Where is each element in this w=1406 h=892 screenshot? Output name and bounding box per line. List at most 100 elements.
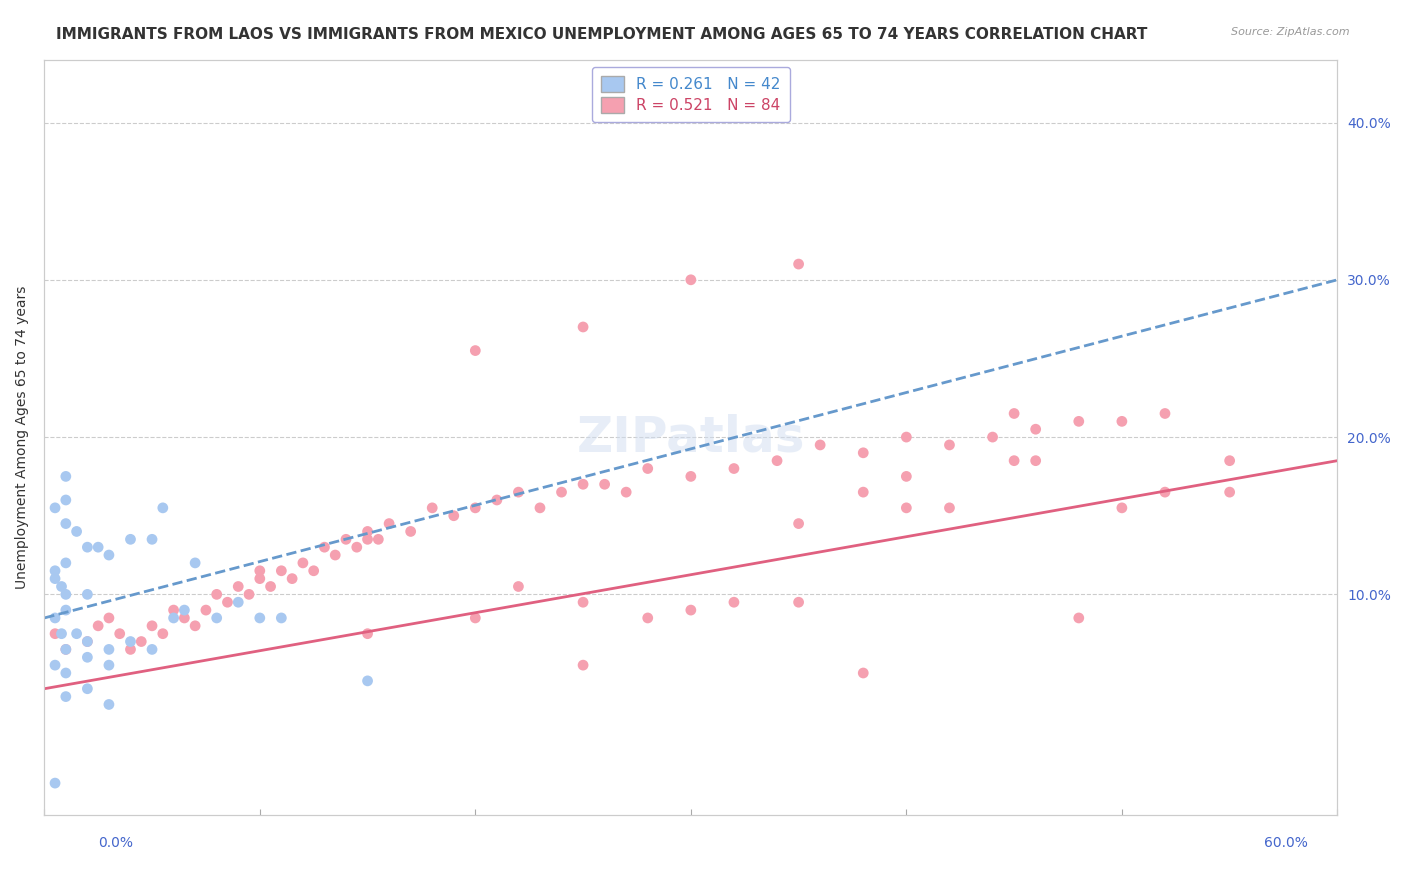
Point [356,524,378,539]
Point [87,540,110,554]
Point [44,564,66,578]
Point [356,533,378,547]
Point [120,533,142,547]
Point [981,430,1004,444]
Point [637,611,659,625]
Point [443,508,465,523]
Text: 60.0%: 60.0% [1264,837,1308,850]
Point [55,556,77,570]
Point [1154,407,1177,421]
Point [356,673,378,688]
Y-axis label: Unemployment Among Ages 65 to 74 years: Unemployment Among Ages 65 to 74 years [15,285,30,589]
Point [108,626,131,640]
Point [572,595,595,609]
Point [55,587,77,601]
Point [194,603,217,617]
Point [226,595,249,609]
Point [852,665,875,680]
Point [808,438,831,452]
Point [550,485,572,500]
Point [270,564,292,578]
Point [852,446,875,460]
Point [302,564,325,578]
Point [205,611,228,625]
Point [399,524,422,539]
Point [173,603,195,617]
Point [259,580,281,594]
Point [335,533,357,547]
Point [938,438,960,452]
Point [129,634,152,648]
Point [270,611,292,625]
Point [76,681,98,696]
Point [141,642,163,657]
Point [97,642,120,657]
Point [723,461,745,475]
Point [1111,500,1133,515]
Point [593,477,616,491]
Point [51,580,73,594]
Point [51,626,73,640]
Point [314,540,336,554]
Point [723,595,745,609]
Point [572,477,595,491]
Point [787,257,810,271]
Point [55,665,77,680]
Point [162,611,184,625]
Point [508,485,530,500]
Point [76,587,98,601]
Point [1067,611,1090,625]
Point [97,611,120,625]
Point [679,469,702,483]
Point [249,564,271,578]
Point [44,500,66,515]
Text: 0.0%: 0.0% [98,837,134,850]
Point [87,619,110,633]
Point [896,430,918,444]
Point [205,587,228,601]
Point [529,500,551,515]
Point [238,587,260,601]
Point [1025,422,1047,436]
Point [55,642,77,657]
Point [76,650,98,665]
Point [679,273,702,287]
Point [217,595,239,609]
Point [420,500,443,515]
Point [120,634,142,648]
Point [323,548,346,562]
Point [572,658,595,673]
Point [1154,485,1177,500]
Point [1025,453,1047,467]
Point [120,642,142,657]
Point [485,493,508,508]
Point [55,642,77,657]
Point [55,469,77,483]
Text: IMMIGRANTS FROM LAOS VS IMMIGRANTS FROM MEXICO UNEMPLOYMENT AMONG AGES 65 TO 74 : IMMIGRANTS FROM LAOS VS IMMIGRANTS FROM … [56,27,1147,42]
Text: ZIPatlas: ZIPatlas [576,413,806,461]
Point [44,611,66,625]
Point [226,580,249,594]
Point [896,500,918,515]
Point [249,572,271,586]
Point [152,626,174,640]
Point [141,533,163,547]
Point [76,540,98,554]
Point [173,611,195,625]
Point [1002,453,1025,467]
Point [464,611,486,625]
Point [97,548,120,562]
Point [291,556,314,570]
Point [572,320,595,334]
Point [76,634,98,648]
Point [787,516,810,531]
Point [141,619,163,633]
Point [281,572,304,586]
Point [356,626,378,640]
Point [938,500,960,515]
Point [44,776,66,790]
Point [464,500,486,515]
Point [367,533,389,547]
Point [44,658,66,673]
Point [1219,453,1241,467]
